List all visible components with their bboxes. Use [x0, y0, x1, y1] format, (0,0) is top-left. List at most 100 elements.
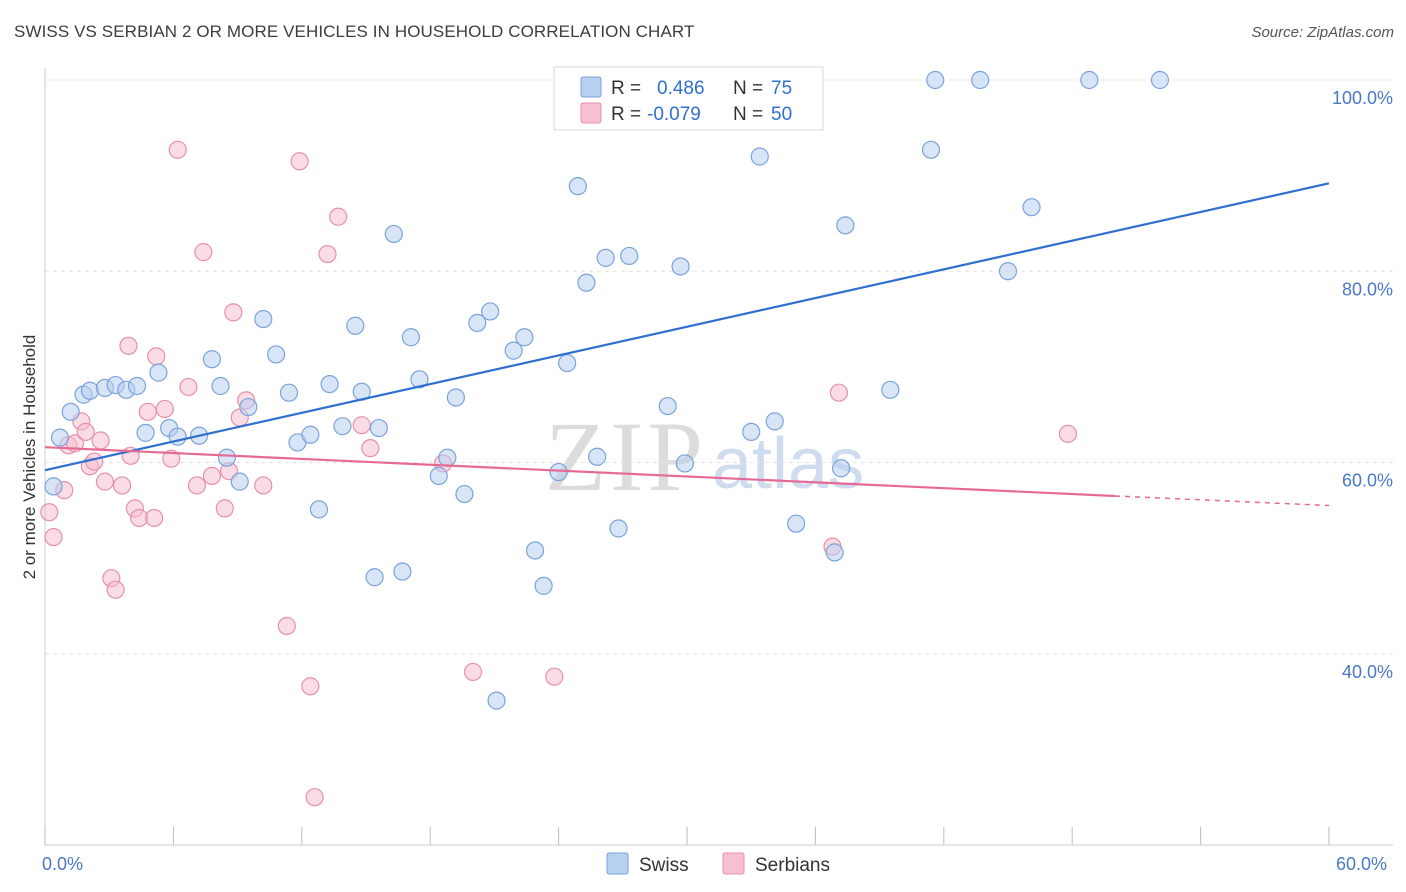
serbians-point [168, 140, 187, 159]
legend-r-value-swiss: 0.486 [657, 78, 705, 99]
legend-box: R = 0.486 N = 75 R = -0.079 N = 50 [553, 66, 824, 131]
serbians-point [829, 383, 849, 402]
serbians-point [187, 476, 207, 495]
swiss-point [588, 447, 607, 466]
y-tick-label-80: 80.0% [1342, 279, 1393, 299]
swiss-point [750, 147, 769, 166]
swiss-point [742, 422, 761, 441]
swiss-point [301, 425, 320, 444]
swiss-point [577, 273, 596, 292]
swiss-point [384, 224, 403, 244]
legend-r-label-swiss: R = [611, 78, 641, 99]
swiss-point [515, 328, 534, 347]
swiss-point [596, 248, 615, 267]
swiss-point [309, 500, 329, 519]
y-axis-title: 2 or more Vehicles in Household [20, 335, 39, 580]
legend-swatch-swiss [580, 76, 602, 98]
swiss-point [549, 462, 568, 482]
serbians-point [194, 243, 213, 262]
y-tick-label-60: 60.0% [1342, 471, 1393, 491]
serbians-point [277, 616, 296, 636]
swiss-point [267, 345, 286, 364]
swiss-points [44, 67, 1170, 710]
legend-swatch-serbians [580, 102, 602, 124]
swiss-point [254, 309, 273, 329]
swiss-point [279, 383, 299, 402]
swiss-point [787, 514, 806, 533]
x-tick-label-max: 60.0% [1336, 854, 1387, 874]
swiss-point [346, 316, 365, 335]
swiss-point [998, 262, 1018, 281]
swiss-point [410, 370, 429, 389]
trend-lines [44, 182, 1330, 507]
serbians-point [545, 667, 564, 686]
swiss-point [926, 70, 945, 90]
serbians-point [44, 527, 63, 547]
swiss-point [136, 423, 155, 442]
swiss-point [525, 541, 545, 560]
serbians-trend-extension [1114, 495, 1330, 507]
swiss-point [836, 216, 855, 235]
swiss-point [455, 484, 474, 504]
serbians-point [1058, 424, 1078, 443]
serbians-point [106, 580, 125, 599]
legend-n-label-serbians: N = [733, 104, 763, 125]
y-tick-label-40: 40.0% [1342, 662, 1393, 682]
bottom-legend-label-swiss: Swiss [639, 855, 689, 876]
serbians-point [290, 152, 309, 171]
serbians-point [162, 449, 181, 468]
serbians-point [155, 399, 174, 419]
serbians-point [361, 439, 380, 458]
y-tick-label-100: 100.0% [1332, 88, 1393, 108]
chart-title: SWISS VS SERBIAN 2 OR MORE VEHICLES IN H… [14, 22, 695, 41]
gridlines [45, 79, 1393, 655]
bottom-legend-swatch-swiss [606, 852, 629, 875]
swiss-trend-line [44, 182, 1330, 472]
swiss-point [393, 562, 412, 581]
swiss-point [675, 454, 694, 473]
serbians-point [215, 499, 234, 518]
swiss-point [365, 568, 384, 587]
swiss-point [881, 380, 900, 399]
serbians-point [147, 347, 166, 366]
axes [44, 68, 1393, 846]
legend-n-label-swiss: N = [733, 78, 763, 99]
swiss-point [50, 428, 70, 447]
bottom-legend-swatch-serbians [722, 852, 745, 875]
swiss-point [202, 350, 222, 369]
swiss-point [429, 466, 448, 485]
swiss-point [765, 412, 784, 431]
swiss-point [568, 177, 587, 196]
swiss-point [61, 402, 80, 421]
swiss-point [320, 374, 339, 394]
bottom-legend: Swiss Serbians [606, 852, 830, 876]
y-tick-labels: 40.0% 60.0% 80.0% 100.0% [1332, 88, 1393, 682]
serbians-point [145, 508, 164, 528]
swiss-point [504, 341, 523, 360]
watermark-zip: ZIP [545, 401, 707, 512]
swiss-point [438, 448, 457, 467]
swiss-point [149, 363, 168, 382]
x-ticks [44, 827, 1330, 845]
serbians-point [202, 466, 222, 485]
swiss-point [609, 519, 628, 538]
swiss-point [369, 418, 388, 438]
serbians-trend-line [44, 446, 1116, 498]
legend-n-value-serbians: 50 [771, 104, 792, 125]
serbians-point [76, 422, 95, 441]
serbians-point [95, 472, 115, 491]
serbians-point [112, 476, 132, 495]
serbians-point [318, 244, 337, 264]
swiss-point [658, 396, 677, 416]
x-tick-label-min: 0.0% [42, 854, 83, 874]
serbians-point [224, 303, 243, 322]
swiss-point [487, 691, 506, 710]
serbians-point [138, 402, 157, 421]
swiss-point [127, 376, 147, 396]
serbians-point [352, 416, 371, 435]
serbians-point [119, 336, 138, 355]
swiss-point [401, 328, 421, 347]
serbians-point [91, 431, 110, 450]
serbians-point [329, 207, 348, 226]
